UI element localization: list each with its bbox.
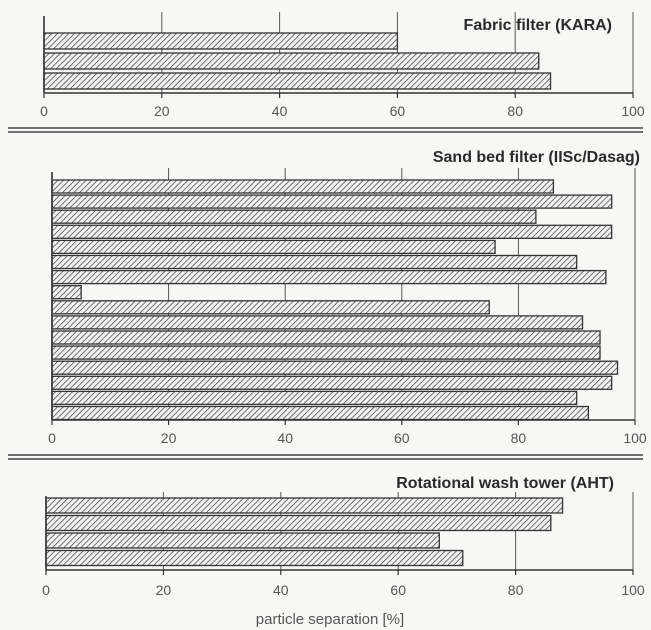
bar: [51, 194, 613, 209]
x-tick-label: 0: [40, 103, 48, 119]
x-tick-label: 20: [161, 430, 177, 446]
panel-rotational-wash-tower: Rotational wash tower (AHT) 0 20 40 60 80 100: [42, 475, 645, 598]
bar: [51, 269, 607, 285]
bar: [45, 549, 464, 567]
x-tick-label: 60: [390, 582, 406, 598]
x-tick-label: 100: [621, 582, 645, 598]
x-tick-labels: 0 20 40 60 80 100: [40, 103, 645, 119]
chart-title: Rotational wash tower (AHT): [396, 475, 614, 492]
bar: [51, 345, 601, 360]
bars: [51, 179, 619, 421]
bar: [51, 224, 613, 239]
bar: [51, 405, 590, 421]
panel-sand-bed-filter: Sand bed filter (IISc/Dasag) 0 20 40 60 80 10…: [48, 149, 647, 446]
bar: [51, 239, 496, 255]
bars: [45, 497, 564, 567]
x-tick-label: 0: [48, 430, 56, 446]
bar: [43, 52, 540, 70]
bar: [45, 497, 564, 514]
x-axis: [43, 16, 634, 98]
bar: [45, 514, 552, 532]
x-axis: [45, 496, 634, 575]
x-tick-label: 80: [511, 430, 527, 446]
panel-fabric-filter: Fabric filter (KARA) 0 20 40 60 80 100: [40, 12, 645, 119]
bar: [51, 300, 490, 315]
bar: [51, 360, 619, 375]
x-tick-labels: 0 20 40 60 80 100: [42, 582, 645, 598]
x-tick-label: 0: [42, 582, 50, 598]
bar: [43, 72, 552, 90]
chart-title: Fabric filter (KARA): [464, 17, 612, 34]
bar: [51, 330, 601, 345]
x-tick-label: 80: [508, 582, 524, 598]
bar: [51, 390, 578, 406]
x-axis: [51, 172, 636, 425]
bar: [45, 532, 440, 549]
chart-title: Sand bed filter (IISc/Dasag): [433, 149, 640, 166]
x-tick-label: 40: [273, 582, 289, 598]
bar: [43, 32, 399, 50]
x-tick-label: 20: [154, 103, 170, 119]
x-tick-label: 20: [156, 582, 172, 598]
x-axis-label: particle separation [%]: [256, 611, 404, 628]
x-tick-label: 40: [277, 430, 293, 446]
bar: [51, 285, 82, 300]
x-tick-labels: 0 20 40 60 80 100: [48, 430, 647, 446]
x-tick-label: 100: [621, 103, 645, 119]
x-tick-label: 100: [623, 430, 647, 446]
bars: [43, 32, 552, 90]
bar: [51, 315, 584, 330]
x-tick-label: 60: [394, 430, 410, 446]
x-tick-label: 40: [272, 103, 288, 119]
bar: [51, 375, 613, 390]
bar: [51, 254, 578, 270]
x-tick-label: 60: [390, 103, 406, 119]
x-tick-label: 80: [507, 103, 523, 119]
bar: [51, 179, 555, 194]
bar: [51, 209, 537, 224]
